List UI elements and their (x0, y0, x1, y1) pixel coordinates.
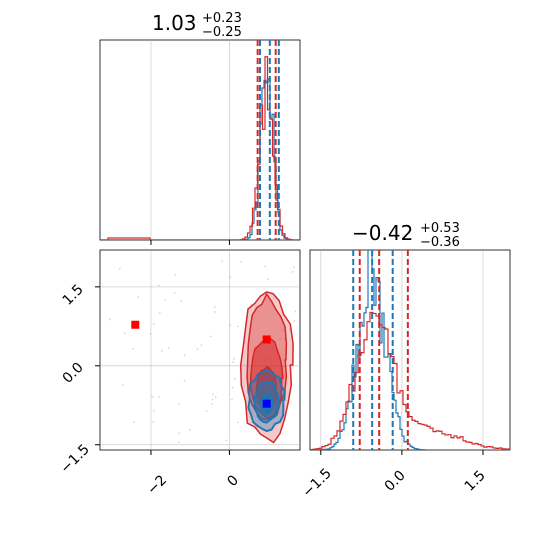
scatter-point-red (178, 403, 181, 406)
scatter-point-red (152, 410, 155, 412)
p2-title-sub: −0.36 (420, 235, 460, 250)
scatter-point-red (210, 403, 213, 405)
histogram-p1-content (100, 40, 300, 240)
contour-content (109, 260, 300, 444)
scatter-point-red (288, 328, 291, 331)
scatter-point-red (282, 365, 285, 368)
scatter-point-red (164, 298, 167, 301)
scatter-point-red (209, 335, 212, 338)
scatter-point-red (214, 311, 217, 313)
scatter-point-red (205, 410, 208, 413)
scatter-point-red (149, 332, 152, 335)
scatter-point-red (212, 393, 215, 396)
scatter-point-red (177, 441, 180, 444)
scatter-point-red (109, 318, 112, 321)
scatter-point-red (236, 421, 239, 424)
scatter-point-red (229, 276, 232, 278)
marker-red-outlier (131, 320, 140, 329)
scatter-point-red (174, 274, 177, 276)
scatter-point-red (231, 386, 234, 389)
scatter-point-red (123, 332, 126, 335)
scatter-point-red (264, 265, 267, 268)
scatter-point-red (158, 284, 160, 287)
scatter-point-red (173, 291, 176, 294)
scatter-point-red (151, 395, 154, 398)
ytick-label-1.5: 1.5 (60, 282, 87, 309)
scatter-point-red (298, 340, 300, 343)
histogram-p2-red (310, 311, 510, 450)
scatter-point-red (214, 396, 217, 399)
scatter-point-red (237, 325, 239, 328)
histogram-p2-content (310, 250, 510, 450)
xtick-label-0: 0 (224, 472, 242, 490)
marker-red-mode (262, 335, 271, 344)
scatter-point-red (294, 310, 297, 313)
p1-title-main: 1.03 (152, 11, 197, 35)
scatter-point-red (158, 311, 161, 314)
scatter-point-red (230, 398, 233, 401)
scatter-point-red (281, 329, 284, 332)
scatter-point-red (293, 266, 296, 269)
scatter-point-red (118, 267, 121, 270)
p2-title: −0.42 (352, 221, 413, 245)
scatter-point-red (183, 379, 186, 382)
histogram-p1-red-tail (107, 237, 151, 240)
scatter-point-red (213, 306, 216, 308)
p1-title: 1.03 (152, 11, 197, 35)
scatter-point-red (266, 278, 269, 281)
scatter-point-red (279, 338, 282, 340)
scatter-point-red (232, 361, 235, 364)
scatter-point-red (167, 346, 170, 349)
ytick-label-minus1.5: −1.5 (57, 441, 92, 476)
scatter-point-red (232, 357, 235, 360)
histogram-p1-panel (99, 39, 301, 241)
scatter-point-red (152, 323, 155, 325)
scatter-point-red (221, 260, 224, 263)
p2-xtick-label-minus1.5: −1.5 (299, 465, 334, 500)
scatter-point-red (121, 384, 124, 386)
scatter-point-red (152, 421, 155, 423)
ytick-label-0.0: 0.0 (60, 360, 87, 387)
p2-xtick-label-0.0: 0.0 (382, 468, 409, 495)
histogram-p1-red (100, 56, 300, 240)
scatter-point-red (137, 296, 140, 299)
scatter-point-red (233, 377, 236, 380)
p1-title-sup: +0.23 (202, 11, 242, 26)
scatter-point-red (180, 300, 183, 302)
p2-xtick-label-1.5: 1.5 (462, 468, 489, 495)
scatter-point-red (189, 428, 191, 431)
scatter-point-red (200, 344, 203, 347)
grid-lines (100, 40, 484, 450)
scatter-point-red (132, 347, 134, 350)
histogram-p2-panel (309, 249, 511, 451)
scatter-point-red (178, 432, 180, 435)
scatter-point-red (225, 439, 228, 442)
scatter-point-red (229, 324, 232, 327)
scatter-point-red (211, 398, 214, 401)
scatter-point-red (196, 348, 199, 351)
scatter-point-red (291, 270, 294, 273)
scatter-point-red (160, 349, 163, 352)
scatter-point-red (133, 421, 135, 424)
histogram-p2-blue (310, 250, 510, 450)
axis-ticks (95, 240, 484, 455)
scatter-point-red (240, 260, 243, 263)
scatter-point-red (293, 319, 296, 322)
p2-title-sup: +0.53 (420, 221, 460, 236)
scatter-point-red (158, 396, 160, 398)
xtick-label-minus2: −2 (144, 472, 170, 498)
scatter-point-red (183, 354, 186, 357)
marker-blue-mode (262, 399, 271, 408)
p2-title-main: −0.42 (352, 221, 413, 245)
p1-title-sub: −0.25 (202, 25, 242, 40)
